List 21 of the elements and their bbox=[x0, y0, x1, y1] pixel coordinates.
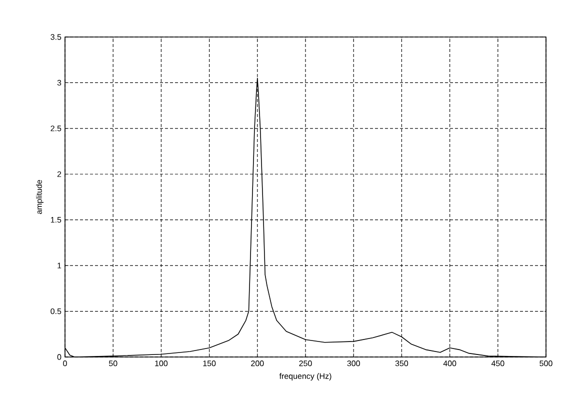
x-tick-label: 450 bbox=[491, 360, 504, 366]
x-tick-label: 500 bbox=[540, 360, 552, 366]
y-tick-label: 2.5 bbox=[50, 126, 62, 132]
x-tick-label: 350 bbox=[395, 360, 408, 366]
x-tick-label: 400 bbox=[443, 360, 456, 366]
x-tick-label: 100 bbox=[155, 360, 168, 366]
y-axis-title: amplitude bbox=[36, 180, 44, 214]
y-tick-label: 1.5 bbox=[50, 217, 62, 223]
y-tick-label: 3 bbox=[57, 80, 62, 86]
x-tick-label: 0 bbox=[63, 360, 67, 366]
x-tick-label: 250 bbox=[299, 360, 312, 366]
y-tick-label: 3.5 bbox=[50, 34, 62, 40]
y-tick-label: 0.5 bbox=[50, 308, 62, 314]
x-tick-label: 50 bbox=[108, 360, 118, 366]
x-tick-label: 150 bbox=[203, 360, 216, 366]
y-tick-label: 0 bbox=[57, 354, 62, 360]
x-tick-label: 300 bbox=[347, 360, 360, 366]
y-tick-label: 2 bbox=[57, 171, 62, 177]
y-tick-label: 1 bbox=[58, 262, 62, 268]
x-tick-label: 200 bbox=[251, 360, 264, 366]
x-axis-title: frequency (Hz) bbox=[279, 373, 332, 381]
